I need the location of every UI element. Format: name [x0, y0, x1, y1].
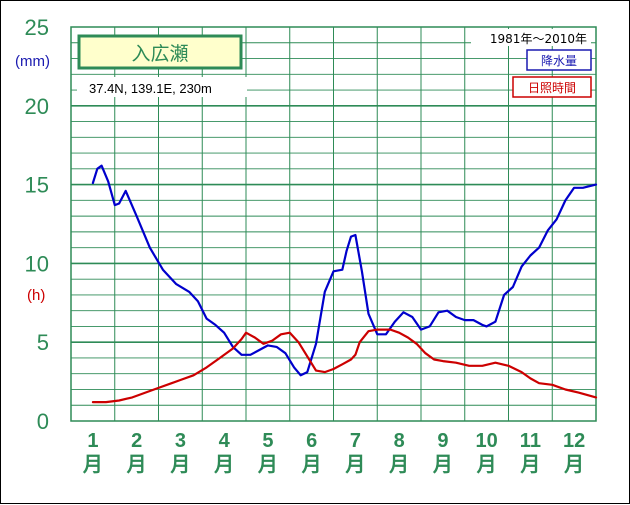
location-info: 37.4N, 139.1E, 230m [89, 81, 212, 96]
y-axis-ticks: 0 5 10 15 20 25 [25, 15, 49, 434]
x-tick-month-suffix: 月 [82, 454, 103, 476]
period-box [471, 29, 591, 46]
y-tick-label: 10 [25, 251, 49, 276]
location-box [77, 77, 247, 97]
x-tick-month-number: 12 [563, 430, 585, 452]
x-tick-month-suffix: 月 [213, 454, 234, 476]
x-tick-month-number: 2 [131, 430, 142, 452]
x-tick-month-number: 3 [175, 430, 186, 452]
x-tick-month-number: 10 [476, 430, 498, 452]
legend-precip-label: 降水量 [541, 54, 577, 68]
y-tick-label: 25 [25, 15, 49, 40]
x-tick-month-suffix: 月 [301, 454, 322, 476]
sunshine-unit-label: (h) [27, 287, 45, 304]
x-tick-month-suffix: 月 [432, 454, 453, 476]
station-name: 入広瀬 [131, 43, 188, 65]
x-tick-month-suffix: 月 [344, 454, 365, 476]
precipitation-line [91, 164, 598, 377]
y-tick-label: 20 [25, 94, 49, 119]
sunshine-line [91, 328, 598, 404]
legend-precip-box [526, 49, 592, 71]
x-tick-month-number: 5 [262, 430, 273, 452]
x-tick-month-suffix: 月 [257, 454, 278, 476]
precip-unit-label: (mm) [15, 53, 50, 70]
chart-series [91, 164, 598, 404]
y-tick-label: 5 [37, 330, 49, 355]
x-tick-month-number: 7 [350, 430, 361, 452]
x-tick-month-suffix: 月 [563, 454, 584, 476]
y-tick-label: 15 [25, 173, 49, 198]
x-tick-month-suffix: 月 [126, 454, 147, 476]
x-tick-month-suffix: 月 [519, 454, 540, 476]
period-label: 1981年～2010年 [490, 32, 587, 46]
x-tick-month-number: 8 [394, 430, 405, 452]
y-tick-label: 0 [37, 409, 49, 434]
x-tick-month-suffix: 月 [476, 454, 497, 476]
x-tick-month-suffix: 月 [388, 454, 409, 476]
x-tick-month-number: 6 [306, 430, 317, 452]
legend-sunshine-label: 日照時間 [528, 81, 576, 95]
x-tick-month-number: 1 [87, 430, 98, 452]
station-box [77, 34, 243, 70]
x-tick-month-suffix: 月 [169, 454, 190, 476]
x-tick-month-number: 11 [520, 430, 541, 452]
legend-sunshine-box [512, 76, 592, 98]
x-tick-month-number: 4 [219, 430, 231, 452]
x-tick-month-number: 9 [437, 430, 448, 452]
